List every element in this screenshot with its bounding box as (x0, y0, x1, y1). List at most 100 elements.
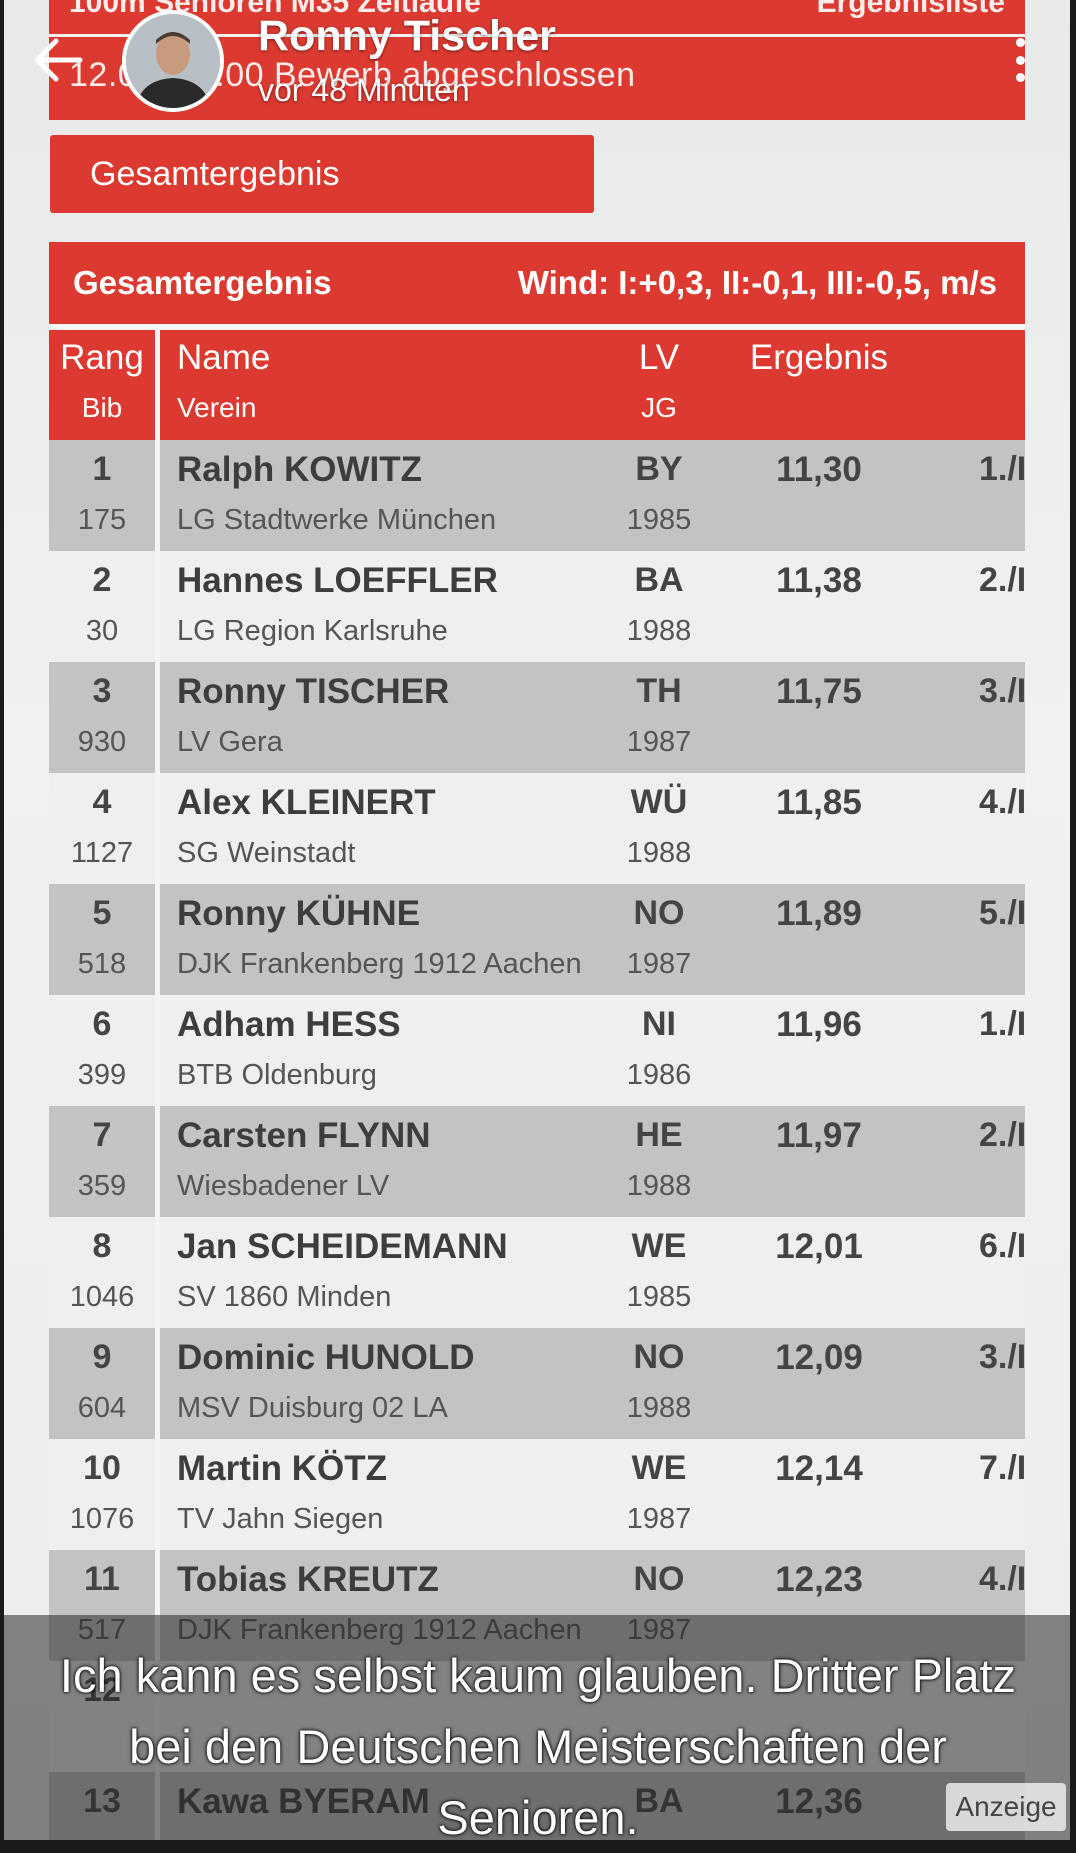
table-row: 6 399 Adham HESS BTB Oldenburg NI 1986 11,96 1.… (49, 995, 1026, 1106)
bib-cell: 1046 (69, 1281, 135, 1313)
club-name: LV Gera (177, 726, 283, 758)
birth-year-cell: 1985 (626, 504, 692, 536)
heat-place: 6./I (979, 1227, 1027, 1265)
table-caption: Gesamtergebnis Wind: I:+0,3, II:-0,1, II… (49, 242, 1025, 324)
bib-cell: 604 (77, 1392, 127, 1424)
heat-place: 4./I (979, 783, 1027, 821)
athlete-name: Jan SCHEIDEMANN (177, 1227, 508, 1266)
more-options-button[interactable] (1000, 30, 1040, 90)
state-cell: NO (633, 1338, 685, 1376)
athlete-name: Martin KÖTZ (177, 1449, 387, 1488)
table-row: 5 518 Ronny KÜHNE DJK Frankenberg 1912 Aach… (49, 884, 1026, 995)
rank-cell: 6 (92, 1005, 112, 1043)
club-name: MSV Duisburg 02 LA (177, 1392, 448, 1424)
header-verein: Verein (177, 392, 257, 423)
rank-cell: 5 (92, 894, 112, 932)
bib-cell: 175 (77, 504, 127, 536)
heat-place: 3./I (979, 1338, 1027, 1376)
result-time: 11,97 (776, 1116, 862, 1155)
table-row: 3 930 Ronny TISCHER LV Gera TH 1987 11,75 3./I (49, 662, 1026, 773)
bib-cell: 399 (77, 1059, 127, 1091)
avatar-icon (126, 14, 220, 108)
caption-backdrop (4, 1615, 1070, 1840)
header-jg: JG (641, 392, 677, 423)
story-caption: Ich kann es selbst kaum glauben. Dritter… (59, 1649, 1017, 1844)
birth-year-cell: 1988 (626, 837, 692, 869)
rank-cell: 2 (92, 561, 112, 599)
rank-cell: 9 (92, 1338, 112, 1376)
banner-list-title: Ergebnisliste (816, 0, 1005, 19)
bib-cell: 1127 (70, 837, 134, 869)
athlete-name: Ronny TISCHER (177, 672, 450, 711)
story-user-name[interactable]: Ronny Tischer (258, 12, 556, 60)
header-rang: Rang (60, 338, 144, 377)
table-row: 4 1127 Alex KLEINERT SG Weinstadt WÜ 1988 11,8… (49, 773, 1027, 884)
athlete-name: Adham HESS (177, 1005, 401, 1044)
result-time: 12,14 (775, 1449, 863, 1488)
result-time: 11,85 (776, 783, 862, 822)
wind-info: Wind: I:+0,3, II:-0,1, III:-0,5, m/s (517, 264, 997, 301)
state-cell: HE (635, 1116, 683, 1154)
rank-cell: 10 (83, 1449, 121, 1487)
banner-divider (49, 34, 1025, 37)
birth-year-cell: 1987 (626, 948, 692, 980)
birth-year-cell: 1988 (626, 615, 692, 647)
table-row: 2 30 Hannes LOEFFLER LG Region Karlsruhe BA 1… (49, 551, 1027, 662)
header-bib: Bib (81, 392, 123, 423)
back-button[interactable] (28, 30, 88, 90)
bib-cell: 1076 (69, 1503, 135, 1535)
athlete-name: Hannes LOEFFLER (177, 561, 498, 600)
state-cell: NO (633, 894, 685, 932)
table-header: Rang Bib Name Verein LV JG Ergebnis (49, 330, 1025, 440)
table-row: 10 1076 Martin KÖTZ TV Jahn Siegen WE 1987 12,… (49, 1439, 1027, 1550)
result-time: 11,96 (776, 1005, 862, 1044)
bib-cell: 359 (77, 1170, 127, 1202)
ad-label[interactable]: Anzeige (946, 1783, 1066, 1831)
club-name: SV 1860 Minden (177, 1281, 392, 1313)
rank-cell: 4 (92, 783, 112, 821)
rank-cell: 7 (92, 1116, 112, 1154)
result-time: 12,01 (775, 1227, 863, 1266)
bib-cell: 30 (85, 615, 119, 647)
result-time: 12,09 (775, 1338, 863, 1377)
state-cell: BY (635, 450, 683, 488)
heat-place: 4./I (979, 1560, 1027, 1598)
heat-place: 1./I (979, 450, 1027, 488)
club-name: BTB Oldenburg (177, 1059, 377, 1091)
arrow-left-icon (34, 38, 83, 82)
result-time: 11,30 (776, 450, 862, 489)
state-cell: NI (642, 1005, 676, 1043)
state-cell: NO (633, 1560, 685, 1598)
club-name: DJK Frankenberg 1912 Aachen (177, 948, 582, 980)
rank-cell: 11 (84, 1560, 120, 1598)
club-name: TV Jahn Siegen (177, 1503, 384, 1535)
birth-year-cell: 1986 (626, 1059, 692, 1091)
gesamtergebnis-tab: Gesamtergebnis (50, 135, 594, 213)
birth-year-cell: 1988 (626, 1170, 692, 1202)
result-time: 11,75 (776, 672, 862, 711)
rank-cell: 8 (92, 1227, 112, 1265)
birth-year-cell: 1987 (626, 1503, 692, 1535)
table-row: 8 1046 Jan SCHEIDEMANN SV 1860 Minden WE 1985… (49, 1217, 1027, 1328)
result-time: 11,89 (776, 894, 862, 933)
athlete-name: Alex KLEINERT (177, 783, 436, 822)
heat-place: 7./I (979, 1449, 1027, 1487)
athlete-name: Dominic HUNOLD (177, 1338, 475, 1377)
birth-year-cell: 1987 (626, 726, 692, 758)
state-cell: WE (631, 1227, 687, 1265)
bib-cell: 930 (77, 726, 127, 758)
user-avatar[interactable] (122, 10, 224, 112)
rank-cell: 3 (92, 672, 112, 710)
birth-year-cell: 1988 (626, 1392, 692, 1424)
table-caption-title: Gesamtergebnis (73, 264, 332, 301)
club-name: SG Weinstadt (177, 837, 356, 869)
story-photo: 100m Senioren M35 Zeitläufe Ergebnislist… (4, 0, 1070, 1840)
heat-place: 2./I (979, 561, 1027, 599)
result-time: 11,38 (776, 561, 862, 600)
story-post-time: vor 48 Minuten (258, 72, 470, 108)
rank-cell: 1 (92, 450, 112, 488)
state-cell: WÜ (630, 783, 688, 821)
results-table: Gesamtergebnis Wind: I:+0,3, II:-0,1, II… (49, 242, 1027, 1840)
athlete-name: Carsten FLYNN (177, 1116, 431, 1155)
club-name: LG Region Karlsruhe (177, 615, 448, 647)
